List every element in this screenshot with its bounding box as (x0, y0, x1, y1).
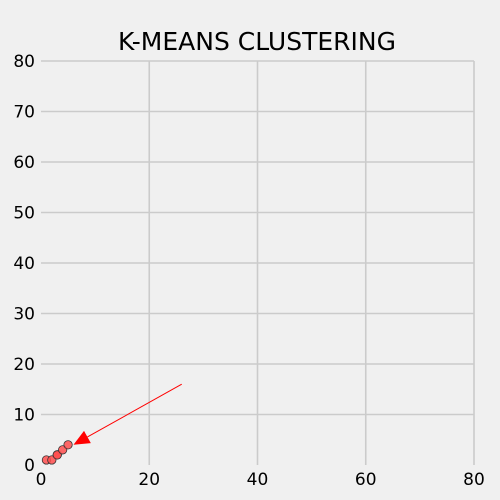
x-tick-label: 40 (247, 470, 269, 490)
y-tick-label: 20 (13, 355, 35, 375)
y-tick-label: 60 (13, 153, 35, 173)
x-tick-label: 80 (463, 470, 485, 490)
y-tick-label: 80 (13, 52, 35, 72)
y-tick-labels: 0 10 20 30 40 50 60 70 80 (13, 52, 35, 476)
x-tick-label: 60 (355, 470, 377, 490)
annotations (73, 383, 182, 445)
x-tick-labels: 0 20 40 60 80 (36, 470, 485, 490)
x-tick-label: 20 (138, 470, 160, 490)
y-tick-label: 0 (24, 456, 35, 476)
y-tick-label: 40 (13, 254, 35, 274)
x-tick-label: 0 (36, 470, 47, 490)
y-tick-label: 30 (13, 305, 35, 325)
scatter-point (63, 440, 73, 450)
scatter-points (41, 440, 73, 465)
grid-lines (41, 60, 475, 465)
y-tick-label: 10 (13, 406, 35, 426)
y-tick-label: 50 (13, 204, 35, 224)
arrow-shaft (87, 383, 182, 438)
arrow-head (73, 430, 91, 445)
chart-title: K-MEANS CLUSTERING (118, 27, 396, 56)
y-tick-label: 70 (13, 103, 35, 123)
